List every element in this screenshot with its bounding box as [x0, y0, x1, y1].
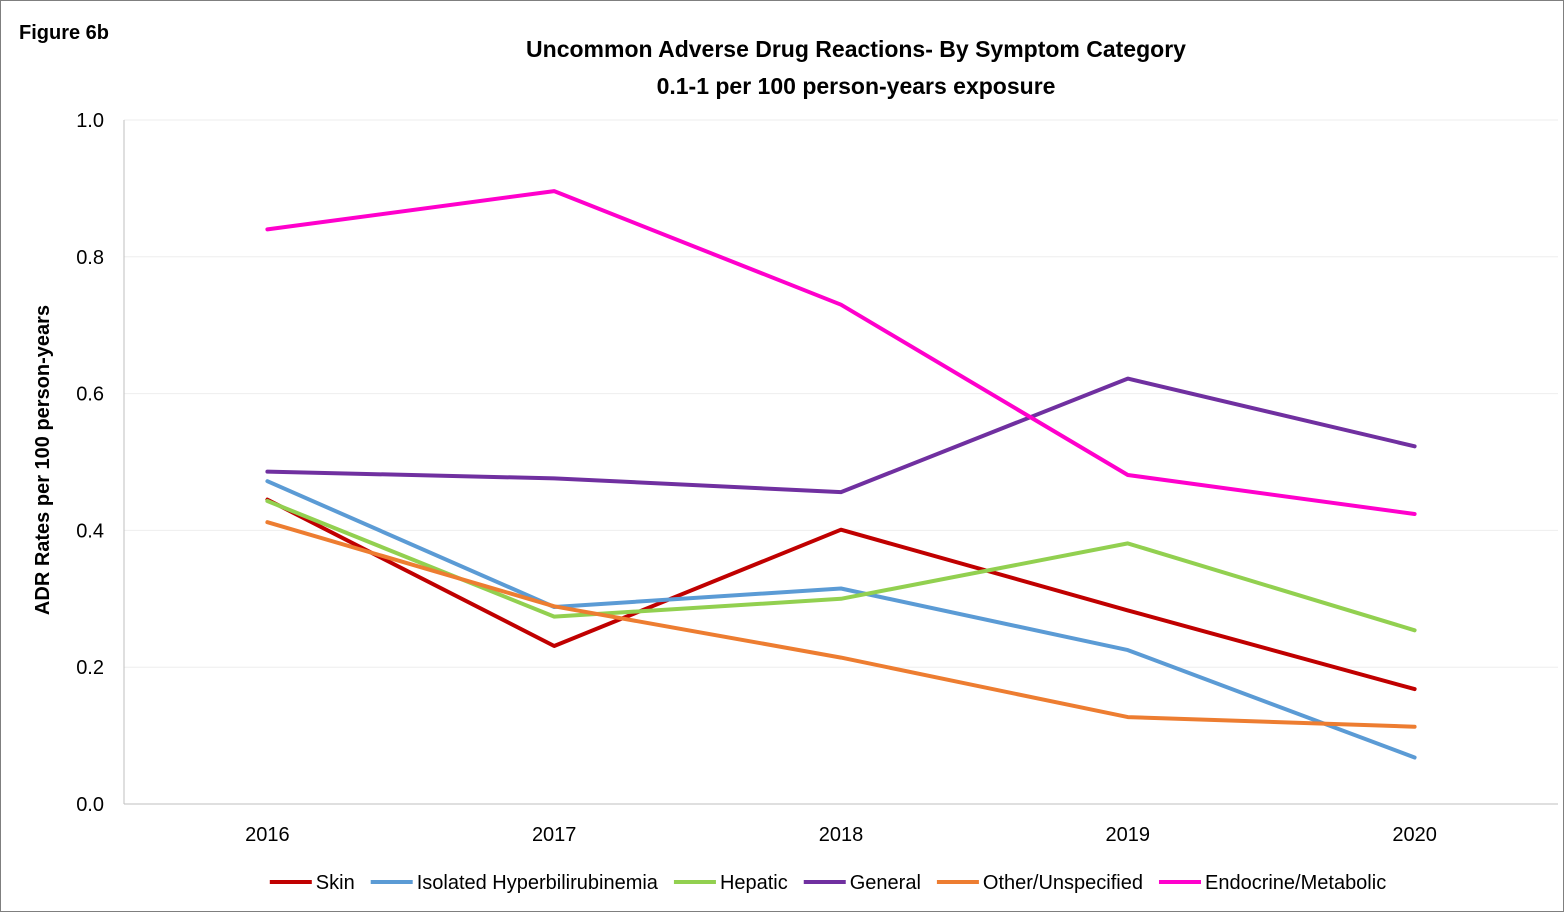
series-line-isolated-hyperbilirubinemia [265, 479, 1417, 760]
legend-label: Other/Unspecified [983, 872, 1143, 894]
legend-label: Skin [316, 872, 355, 894]
legend: Skin Isolated Hyperbilirubinemia Hepatic Ge… [269, 872, 1386, 894]
series-line-endocrine-metabolic [265, 189, 1417, 516]
x-tick-label: 2016 [245, 824, 290, 846]
series-line-other-unspecified [265, 520, 1417, 729]
series-line-skin [265, 497, 1417, 692]
series-lines [265, 189, 1417, 760]
series-line-hepatic [265, 499, 1417, 633]
x-tick-label: 2017 [532, 824, 577, 846]
chart-title: Uncommon Adverse Drug Reactions- By Symp… [526, 36, 1186, 62]
x-tick-label: 2020 [1392, 824, 1437, 846]
x-tick-label: 2018 [819, 824, 864, 846]
legend-label: Hepatic [720, 872, 788, 894]
y-tick-label: 0.6 [76, 384, 104, 406]
y-tick-label: 0.4 [76, 520, 104, 542]
legend-label: Isolated Hyperbilirubinemia [417, 872, 659, 894]
chart-subtitle: 0.1-1 per 100 person-years exposure [657, 73, 1056, 99]
y-tick-labels: 0.0 0.2 0.4 0.6 0.8 1.0 [76, 110, 104, 816]
x-tick-labels: 2016 2017 2018 2019 2020 [245, 824, 1437, 846]
legend-label: General [850, 872, 921, 894]
y-tick-label: 0.8 [76, 247, 104, 269]
gridlines [124, 119, 1558, 668]
series-line-general [265, 376, 1417, 495]
axes [123, 120, 1558, 805]
x-tick-label: 2019 [1106, 824, 1151, 846]
y-axis-label: ADR Rates per 100 person-years [32, 305, 54, 615]
y-tick-label: 0.2 [76, 657, 104, 679]
y-tick-label: 1.0 [76, 110, 104, 132]
figure-label: Figure 6b [19, 22, 109, 44]
y-tick-label: 0.0 [76, 794, 104, 816]
legend-label: Endocrine/Metabolic [1205, 872, 1386, 894]
